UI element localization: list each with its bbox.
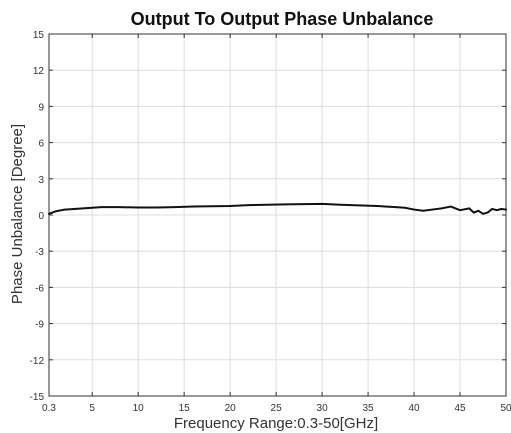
series-point [192, 205, 195, 208]
series-point [210, 205, 213, 208]
series-point [54, 210, 57, 213]
x-tick-label: 10 [133, 403, 145, 414]
series-point [449, 205, 452, 208]
series-point [100, 206, 103, 209]
y-tick-label: -12 [30, 356, 45, 367]
y-tick-labels: -15 -12 -9 -6 -3 0 3 6 9 12 15 [30, 30, 45, 403]
series-point [229, 205, 232, 207]
x-tick-label: 5 [89, 403, 95, 414]
series-point [357, 204, 360, 207]
series-point [422, 209, 425, 212]
series-point [339, 203, 342, 206]
chart-title: Output To Output Phase Unbalance [131, 9, 434, 29]
series-point [174, 206, 176, 209]
x-tick-label: 25 [271, 403, 283, 414]
series-point [63, 208, 66, 211]
series-point [495, 209, 498, 212]
series-point [284, 203, 287, 206]
y-tick-label: 0 [38, 211, 44, 222]
y-tick-label: 6 [38, 139, 44, 150]
series-point [431, 208, 434, 211]
x-tick-label: 45 [454, 403, 466, 414]
series-point [118, 206, 121, 209]
series-point [321, 202, 323, 205]
y-tick-label: -15 [30, 392, 45, 403]
y-tick-label: 12 [33, 66, 45, 77]
x-tick-label: 0.3 [42, 403, 56, 414]
series-point [459, 209, 461, 212]
series-point [472, 211, 475, 214]
x-tick-label: 20 [225, 403, 237, 414]
x-tick-label: 15 [179, 403, 191, 414]
series-point [491, 208, 494, 210]
y-tick-label: -3 [35, 247, 44, 258]
x-tick-labels: 0.3 5 10 15 20 25 30 35 40 45 50 [42, 403, 511, 414]
series-point [394, 206, 397, 209]
x-axis-label: Frequency Range:0.3-50[GHz] [174, 415, 378, 432]
series-point [266, 203, 268, 206]
y-tick-label: -6 [35, 283, 44, 294]
series-point [413, 208, 415, 211]
y-axis-label: Phase Unbalance [Degree] [9, 124, 26, 304]
series-point [376, 205, 379, 207]
x-tick-label: 35 [363, 403, 375, 414]
series-point [505, 208, 507, 211]
series-point [302, 203, 305, 206]
x-tick-label: 40 [408, 403, 420, 414]
series-point [82, 207, 84, 210]
series-group [48, 202, 507, 215]
x-tick-label: 30 [317, 403, 329, 414]
y-tick-label: 9 [38, 102, 44, 113]
y-tick-label: 15 [33, 30, 45, 41]
series-point [486, 211, 489, 214]
series-point [477, 209, 480, 212]
series-point [72, 208, 75, 210]
series-point [482, 212, 484, 215]
y-tick-label: 3 [38, 175, 44, 186]
series-point [440, 207, 443, 210]
y-tick-label: -9 [35, 320, 44, 331]
series-point [247, 204, 250, 207]
series-point [468, 207, 471, 210]
series-point [91, 206, 94, 209]
series-point [48, 212, 50, 215]
series-point [500, 208, 503, 210]
x-tick-label: 50 [500, 403, 511, 414]
tick-marks [48, 33, 507, 397]
series-point [403, 206, 406, 209]
series-point [155, 206, 158, 209]
series-point [137, 206, 140, 209]
